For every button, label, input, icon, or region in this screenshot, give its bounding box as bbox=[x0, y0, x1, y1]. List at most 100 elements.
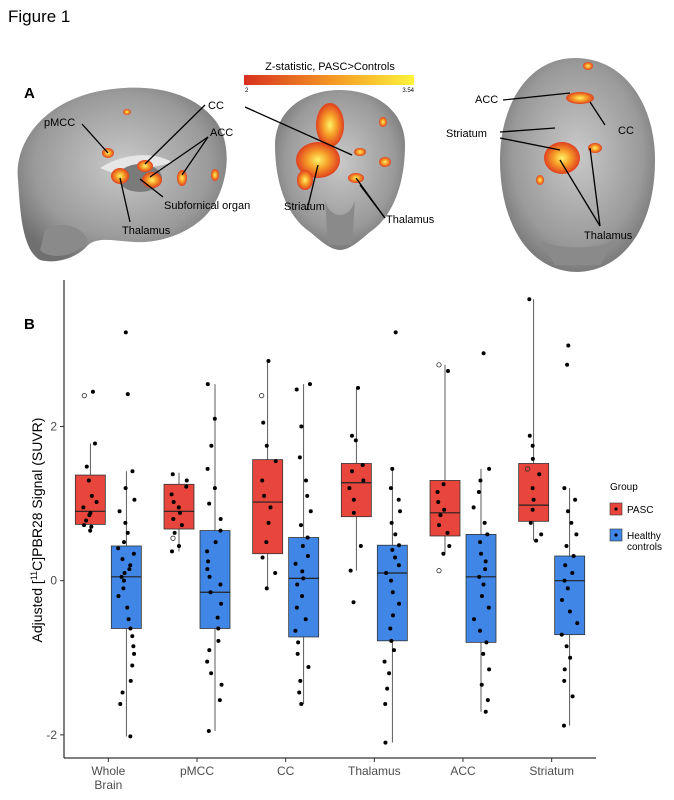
data-point bbox=[436, 500, 441, 505]
legend-swatch-dot bbox=[614, 507, 618, 511]
data-point bbox=[216, 638, 221, 643]
data-point bbox=[176, 505, 181, 510]
data-point bbox=[126, 617, 131, 622]
data-point bbox=[351, 600, 356, 605]
data-point bbox=[567, 609, 572, 614]
data-point bbox=[442, 507, 447, 512]
label-cc-axial: CC bbox=[618, 125, 634, 137]
data-point bbox=[296, 640, 301, 645]
data-point bbox=[559, 632, 564, 637]
data-point bbox=[445, 368, 450, 373]
data-point bbox=[305, 535, 310, 540]
data-point bbox=[89, 493, 94, 498]
data-point bbox=[384, 570, 389, 575]
data-point bbox=[484, 640, 489, 645]
x-tick-label: Striatum bbox=[529, 764, 574, 778]
data-point bbox=[485, 698, 490, 703]
data-point bbox=[212, 486, 217, 491]
data-point bbox=[293, 561, 298, 566]
data-point bbox=[171, 500, 176, 505]
data-point bbox=[264, 586, 269, 591]
coronal-brain-image bbox=[275, 90, 405, 250]
data-point bbox=[559, 597, 564, 602]
data-point bbox=[565, 509, 570, 514]
box-pasc bbox=[74, 474, 106, 525]
data-point bbox=[94, 500, 99, 505]
figure-title: Figure 1 bbox=[8, 7, 71, 26]
data-point bbox=[170, 549, 175, 554]
data-point bbox=[213, 540, 218, 545]
data-point bbox=[530, 443, 535, 448]
data-point bbox=[393, 330, 398, 335]
data-point bbox=[130, 634, 135, 639]
data-point bbox=[120, 557, 125, 562]
data-point bbox=[121, 578, 126, 583]
data-point bbox=[123, 330, 128, 335]
data-point bbox=[396, 563, 401, 568]
data-point bbox=[125, 530, 130, 535]
data-point bbox=[297, 690, 302, 695]
data-point bbox=[273, 570, 278, 575]
data-point bbox=[487, 667, 492, 672]
data-point bbox=[307, 382, 312, 387]
data-point bbox=[565, 586, 570, 591]
panel-a-label: A bbox=[24, 85, 35, 102]
data-point bbox=[358, 543, 363, 548]
data-point bbox=[528, 520, 533, 525]
data-point bbox=[388, 626, 393, 631]
data-point bbox=[476, 490, 481, 495]
data-point bbox=[388, 486, 393, 491]
outlier-point bbox=[259, 393, 265, 399]
data-point bbox=[295, 651, 300, 656]
data-point bbox=[478, 628, 483, 633]
label-cc-sagittal: CC bbox=[208, 100, 224, 112]
box-controls bbox=[288, 537, 320, 638]
data-point bbox=[298, 523, 303, 528]
data-point bbox=[206, 729, 211, 734]
data-point bbox=[300, 594, 305, 599]
data-point bbox=[486, 605, 491, 610]
data-point bbox=[299, 424, 304, 429]
data-point bbox=[303, 478, 308, 483]
data-point bbox=[390, 590, 395, 595]
legend-label: controls bbox=[627, 542, 662, 553]
data-point bbox=[131, 644, 136, 649]
legend-label: PASC bbox=[627, 505, 654, 516]
data-point bbox=[206, 559, 211, 564]
data-point bbox=[305, 493, 310, 498]
data-point bbox=[268, 505, 273, 510]
sagittal-brain-image bbox=[17, 87, 227, 262]
data-point bbox=[90, 389, 95, 394]
data-point bbox=[170, 472, 175, 477]
data-point bbox=[177, 510, 182, 515]
data-point bbox=[481, 651, 486, 656]
data-point bbox=[171, 517, 176, 521]
data-point bbox=[205, 659, 210, 664]
data-point bbox=[125, 605, 130, 610]
box-controls bbox=[110, 545, 142, 629]
data-point bbox=[300, 569, 305, 574]
label-connectors bbox=[81, 92, 606, 227]
data-point bbox=[571, 554, 576, 559]
data-point bbox=[562, 486, 567, 491]
data-point bbox=[298, 678, 303, 683]
box-pasc bbox=[340, 463, 372, 518]
data-point bbox=[207, 574, 212, 579]
data-point bbox=[260, 478, 265, 483]
data-point bbox=[172, 530, 177, 535]
data-point bbox=[266, 520, 271, 525]
label-thalamus-coronal: Thalamus bbox=[386, 214, 435, 226]
data-point bbox=[573, 497, 578, 502]
data-point bbox=[390, 466, 395, 471]
data-point bbox=[218, 528, 223, 533]
label-striatum-coronal: Striatum bbox=[284, 201, 325, 213]
data-point bbox=[479, 594, 484, 599]
data-point bbox=[471, 617, 476, 622]
data-point bbox=[530, 486, 535, 491]
data-point bbox=[482, 520, 487, 525]
colorbar bbox=[244, 75, 414, 85]
data-point bbox=[481, 582, 486, 587]
label-striatum-axial: Striatum bbox=[446, 128, 487, 140]
data-point bbox=[568, 655, 573, 660]
data-point bbox=[219, 682, 224, 687]
